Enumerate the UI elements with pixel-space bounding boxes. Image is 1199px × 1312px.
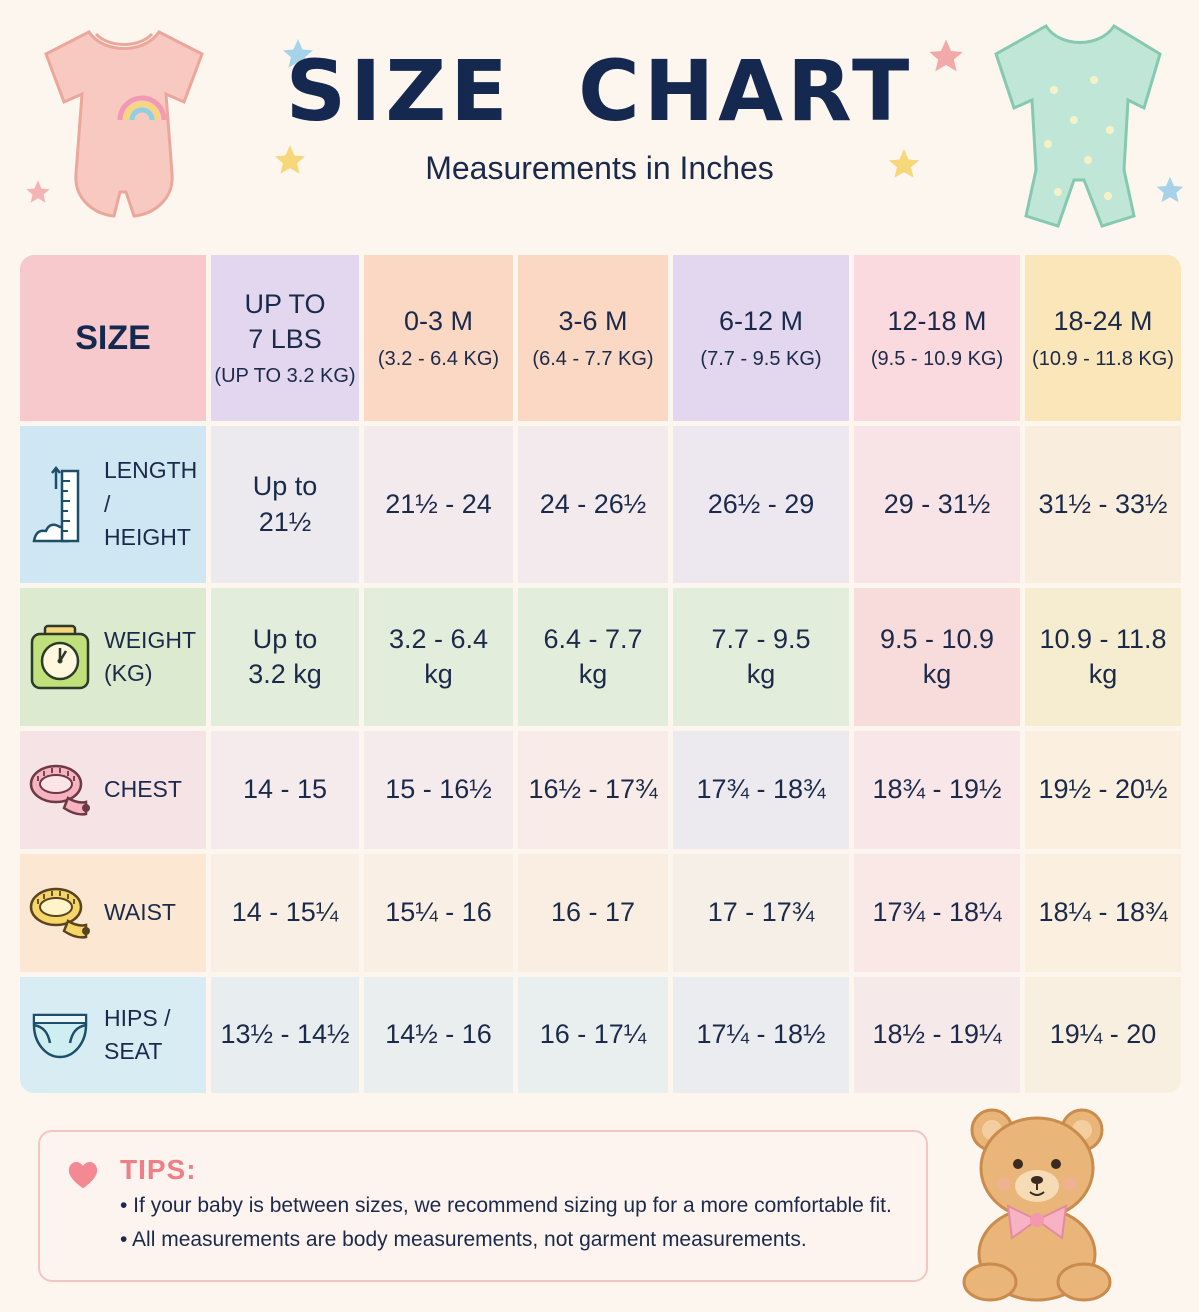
tip-item: • If your baby is between sizes, we reco…	[120, 1194, 892, 1217]
star-icon	[1156, 176, 1184, 203]
table-cell: 29 - 31½	[854, 426, 1020, 583]
table-cell: 17¾ - 18¾	[673, 731, 849, 849]
table-cell: 16 - 17	[518, 854, 668, 972]
column-header: 0-3 M (3.2 - 6.4 KG)	[364, 255, 513, 421]
column-size-label: 3-6 M	[558, 306, 628, 337]
table-cell: 16½ - 17¾	[518, 731, 668, 849]
row-label: HIPS / SEAT	[20, 977, 206, 1093]
table-cell: 21½ - 24	[364, 426, 513, 583]
table-cell: 7.7 - 9.5 kg	[673, 588, 849, 726]
column-header: UP TO 7 LBS (UP TO 3.2 KG)	[211, 255, 359, 421]
table-cell: 15¼ - 16	[364, 854, 513, 972]
column-size-label: 6-12 M	[718, 306, 804, 337]
table-cell: 24 - 26½	[518, 426, 668, 583]
pink-bodysuit-rainbow-icon	[44, 30, 204, 218]
table-cell: 18½ - 19¼	[854, 977, 1020, 1093]
column-weight-range: (7.7 - 9.5 KG)	[700, 347, 822, 370]
table-cell: 9.5 - 10.9 kg	[854, 588, 1020, 726]
table-cell: Up to 21½	[211, 426, 359, 583]
table-cell: 16 - 17¼	[518, 977, 668, 1093]
tip-item: • All measurements are body measurements…	[120, 1228, 807, 1251]
height-ruler-icon	[28, 465, 92, 542]
column-weight-range: (UP TO 3.2 KG)	[214, 365, 356, 388]
row-label: LENGTH / HEIGHT	[20, 426, 206, 583]
star-icon	[26, 180, 50, 203]
row-label: CHEST	[20, 731, 206, 849]
table-cell: 10.9 - 11.8 kg	[1025, 588, 1181, 726]
star-icon	[275, 145, 305, 174]
table-cell: 14 - 15	[211, 731, 359, 849]
column-header: 18-24 M (10.9 - 11.8 KG)	[1025, 255, 1181, 421]
tape-measure-icon	[28, 876, 92, 950]
table-cell: 17 - 17¾	[673, 854, 849, 972]
size-table: SIZE UP TO 7 LBS (UP TO 3.2 KG) 0-3 M (3.2 -…	[20, 255, 1181, 1093]
column-header: 6-12 M (7.7 - 9.5 KG)	[673, 255, 849, 421]
tape-measure-icon	[28, 753, 92, 827]
column-weight-range: (9.5 - 10.9 KG)	[870, 347, 1004, 370]
teddy-bear-icon	[962, 1108, 1112, 1302]
column-size-label: 18-24 M	[1053, 306, 1153, 337]
column-header: 12-18 M (9.5 - 10.9 KG)	[854, 255, 1020, 421]
column-weight-range: (6.4 - 7.7 KG)	[532, 347, 654, 370]
row-label: WAIST	[20, 854, 206, 972]
star-icon	[283, 39, 313, 68]
table-cell: 14 - 15¼	[211, 854, 359, 972]
row-label-text: WAIST	[104, 899, 176, 926]
table-cell: 19½ - 20½	[1025, 731, 1181, 849]
column-weight-range: (10.9 - 11.8 KG)	[1032, 347, 1174, 370]
star-icon	[929, 39, 963, 72]
table-cell: 13½ - 14½	[211, 977, 359, 1093]
diaper-icon	[28, 998, 92, 1072]
mint-romper-stars-icon	[994, 23, 1162, 228]
table-cell: 6.4 - 7.7 kg	[518, 588, 668, 726]
table-cell: 15 - 16½	[364, 731, 513, 849]
table-cell: 18¼ - 18¾	[1025, 854, 1181, 972]
table-cell: 17¼ - 18½	[673, 977, 849, 1093]
table-cell: 17¾ - 18¼	[854, 854, 1020, 972]
column-size-label: 0-3 M	[403, 306, 474, 337]
table-cell: 19¼ - 20	[1025, 977, 1181, 1093]
table-cell: Up to 3.2 kg	[211, 588, 359, 726]
row-label-text: HIPS / SEAT	[104, 1004, 171, 1064]
table-cell: 14½ - 16	[364, 977, 513, 1093]
size-header: SIZE	[20, 255, 206, 421]
heart-icon	[68, 1161, 98, 1189]
column-header: 3-6 M (6.4 - 7.7 KG)	[518, 255, 668, 421]
column-weight-range: (3.2 - 6.4 KG)	[377, 347, 500, 370]
star-icon	[889, 149, 919, 178]
row-label: WEIGHT (KG)	[20, 588, 206, 726]
table-cell: 26½ - 29	[673, 426, 849, 583]
tips-box: TIPS: • If your baby is between sizes, w…	[38, 1130, 928, 1282]
tips-title: TIPS:	[120, 1154, 197, 1185]
page-title: SIZE CHART	[285, 42, 914, 140]
table-cell: 3.2 - 6.4 kg	[364, 588, 513, 726]
row-label-text: CHEST	[104, 776, 182, 803]
table-cell: 31½ - 33½	[1025, 426, 1181, 583]
column-size-label: UP TO 7 LBS	[244, 288, 326, 354]
row-label-text: LENGTH / HEIGHT	[104, 457, 198, 551]
scale-icon	[28, 620, 92, 694]
column-size-label: 12-18 M	[887, 306, 987, 337]
table-cell: 18¾ - 19½	[854, 731, 1020, 849]
row-label-text: WEIGHT (KG)	[104, 626, 196, 686]
page-subtitle: Measurements in Inches	[425, 150, 774, 186]
